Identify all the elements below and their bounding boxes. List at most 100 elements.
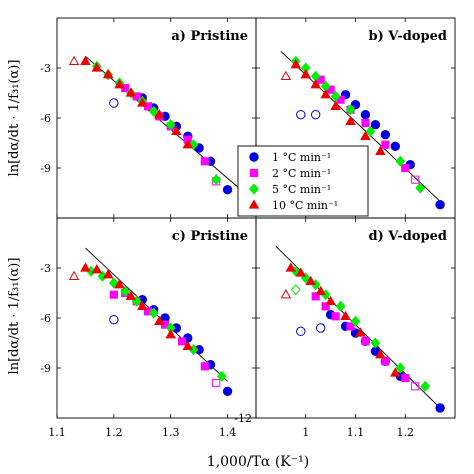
data-point xyxy=(370,337,381,349)
series-4 xyxy=(68,262,194,350)
x-tick-label: 1.2 xyxy=(397,426,415,439)
data-point-open xyxy=(280,289,292,299)
series-2 xyxy=(311,292,420,391)
data-point xyxy=(401,373,410,383)
legend: 1 °C min⁻¹ 2 °C min⁻¹ 5 °C min⁻¹ 10 °C min⁻… xyxy=(237,145,369,217)
data-point xyxy=(109,290,118,299)
data-point xyxy=(102,269,114,279)
legend-box xyxy=(237,145,369,217)
data-point xyxy=(154,109,165,119)
data-point xyxy=(330,100,341,110)
data-point-open xyxy=(411,382,420,391)
data-point xyxy=(102,69,114,79)
data-point xyxy=(114,79,125,89)
data-point-open xyxy=(311,109,321,120)
y-tick-label: -9 xyxy=(40,162,51,175)
panel-3: 1.1 1.2 1.3 1.4 -3 -6 -9 c) Pristine xyxy=(40,217,257,439)
data-point xyxy=(375,145,386,155)
series-4 xyxy=(280,59,386,155)
series-3 xyxy=(91,60,222,186)
data-point xyxy=(182,139,194,149)
panel-4: 1 1.1 1.2 -12 d) V-doped xyxy=(234,217,456,439)
data-point xyxy=(91,264,103,274)
data-point xyxy=(315,285,326,295)
data-point-open xyxy=(68,270,80,280)
data-point-open xyxy=(280,70,292,80)
data-point-open xyxy=(315,323,326,333)
data-point xyxy=(361,118,370,128)
data-point xyxy=(114,279,125,289)
data-point xyxy=(335,300,346,312)
series-2 xyxy=(121,83,221,186)
data-point xyxy=(120,285,131,297)
data-point xyxy=(165,329,176,339)
data-point-open xyxy=(212,378,221,388)
data-point xyxy=(165,119,176,131)
data-point xyxy=(360,130,371,140)
data-point xyxy=(290,59,302,69)
x-tick-label: 1.1 xyxy=(48,426,66,439)
legend-label: 10 °C min⁻¹ xyxy=(272,199,338,212)
data-point xyxy=(420,380,431,392)
data-point xyxy=(80,55,91,65)
y-axis-label-top: ln[dα/dt · 1/f₃₁(α)] xyxy=(7,60,22,177)
data-point xyxy=(285,262,297,272)
data-point xyxy=(346,322,355,331)
data-point xyxy=(171,125,182,135)
data-point xyxy=(300,69,312,79)
data-point xyxy=(361,337,370,346)
legend-marker xyxy=(249,152,259,162)
data-point xyxy=(310,79,321,89)
data-point xyxy=(415,182,426,194)
data-point xyxy=(390,141,400,152)
data-point xyxy=(321,302,330,311)
data-point xyxy=(137,300,148,310)
y-tick-label: -6 xyxy=(40,112,51,125)
panel-title: a) Pristine xyxy=(171,29,248,44)
data-point xyxy=(345,104,356,116)
legend-marker xyxy=(249,183,259,195)
data-point xyxy=(222,184,233,195)
data-point-open xyxy=(68,55,80,65)
legend-marker xyxy=(248,199,260,209)
data-point xyxy=(325,295,336,305)
data-point xyxy=(401,163,410,173)
series-4 xyxy=(68,55,194,149)
data-point xyxy=(360,109,371,120)
data-point-open xyxy=(109,314,119,325)
data-point xyxy=(200,157,209,166)
x-tick-label: 1.2 xyxy=(105,426,123,439)
y-axis-label-bottom: ln[dα/dt · 1/f₃₁(α)] xyxy=(7,258,22,375)
panel-1: -3 -6 -9 a) Pristine xyxy=(40,17,257,219)
data-point xyxy=(91,62,103,72)
data-point xyxy=(370,119,381,130)
data-point xyxy=(137,97,148,107)
data-point xyxy=(148,105,159,117)
data-point xyxy=(355,327,366,337)
data-point xyxy=(80,262,91,272)
data-point xyxy=(311,292,320,301)
y-tick-label: -6 xyxy=(40,312,51,325)
legend-marker xyxy=(249,168,259,178)
data-point xyxy=(125,290,137,300)
data-point xyxy=(350,315,361,327)
y-tick-label: -3 xyxy=(40,262,51,275)
data-point xyxy=(305,275,316,285)
data-point-open xyxy=(296,326,306,337)
panel-2: b) V-doped xyxy=(255,17,456,219)
data-point xyxy=(182,340,194,350)
y-tick-label: -3 xyxy=(40,62,51,75)
data-point xyxy=(395,362,406,374)
x-tick-label: 1.1 xyxy=(347,426,365,439)
data-point xyxy=(365,125,376,137)
series-1 xyxy=(109,294,233,397)
legend-label: 2 °C min⁻¹ xyxy=(272,167,331,180)
data-point-open xyxy=(109,98,119,108)
legend-label: 5 °C min⁻¹ xyxy=(272,183,331,196)
x-tick-label: 1 xyxy=(302,426,309,439)
series-3 xyxy=(86,265,227,382)
series-2 xyxy=(109,288,221,388)
panel-title: c) Pristine xyxy=(172,229,248,244)
data-point xyxy=(435,403,445,413)
